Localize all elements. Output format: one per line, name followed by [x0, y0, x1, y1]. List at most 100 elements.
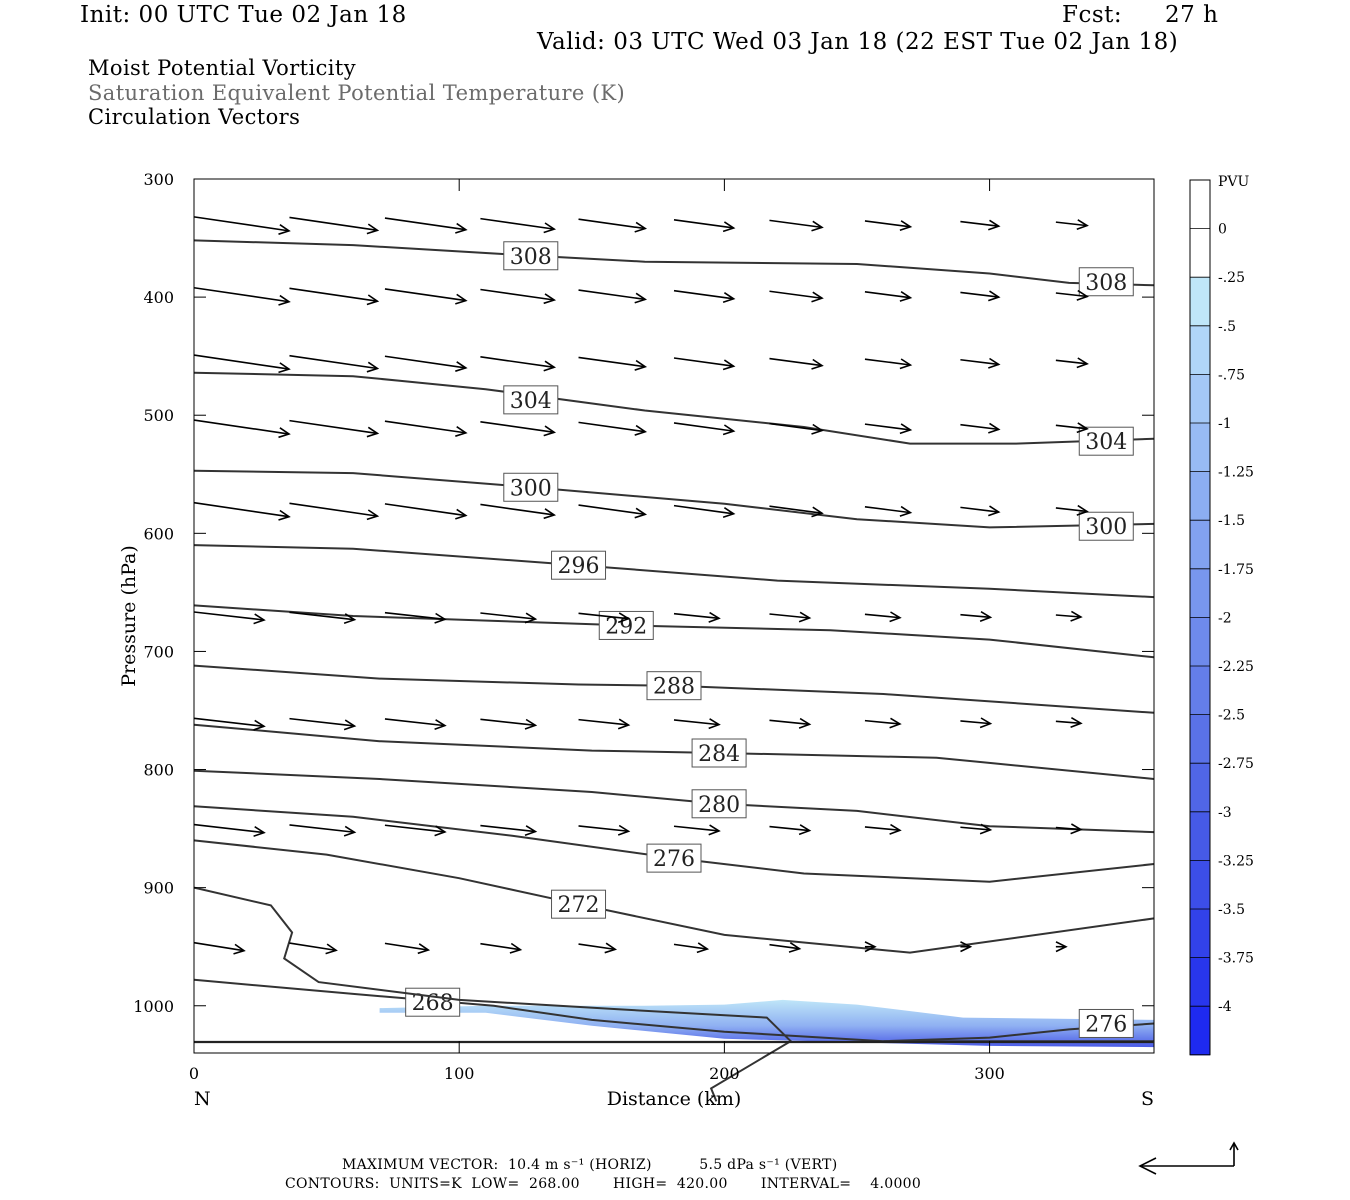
contour-label-box: [1078, 426, 1134, 456]
circulation-vector: [480, 288, 555, 301]
colorbar-swatch: [1190, 568, 1210, 618]
x-tick-label: 0: [189, 1064, 199, 1083]
contour-line-304: [193, 371, 1155, 445]
circulation-vector: [1055, 424, 1088, 430]
circulation-vector: [578, 504, 646, 516]
circulation-vector: [864, 505, 911, 514]
circulation-vector-head: [343, 719, 357, 731]
circulation-vector-head: [798, 824, 812, 836]
circulation-vector: [193, 823, 265, 834]
colorbar-swatch: [1190, 1006, 1210, 1056]
colorbar-label: -4: [1218, 999, 1232, 1015]
circulation-vector-head: [811, 220, 824, 232]
colorbar-label: 0: [1218, 222, 1227, 238]
circulation-vector: [673, 825, 720, 832]
circulation-vector: [960, 613, 991, 619]
circulation-vector-head: [366, 426, 380, 438]
circulation-vector: [384, 824, 446, 833]
circulation-vector-head: [1076, 422, 1089, 434]
circulation-vector-head: [455, 361, 468, 372]
circulation-vector: [960, 358, 999, 366]
circulation-vector-head: [325, 943, 338, 955]
circulation-vector-head: [811, 423, 824, 435]
colorbar-label: -2: [1218, 610, 1232, 626]
x-tick-label: 100: [444, 1064, 475, 1083]
circulation-vector: [289, 824, 355, 834]
contour-label-box: [1078, 511, 1134, 541]
colorbar-label: -2.5: [1218, 708, 1245, 724]
circulation-vector-head: [899, 358, 913, 370]
circulation-vector: [480, 718, 536, 727]
circulation-vector-head: [366, 509, 380, 521]
circulation-vector: [864, 719, 901, 725]
circulation-vector-head: [617, 612, 631, 624]
colorbar-swatch: [1190, 520, 1210, 570]
contour-label-box: [646, 671, 702, 701]
circulation-vector: [960, 423, 999, 431]
circulation-vector: [289, 942, 337, 952]
circulation-vector: [480, 824, 536, 833]
circulation-vector: [384, 503, 466, 517]
colorbar-label: -3.5: [1218, 902, 1245, 918]
circulation-vector-head: [696, 942, 710, 954]
colorbar-label: -.75: [1218, 367, 1245, 383]
circulation-vector: [1055, 507, 1088, 513]
contour-label-box: [646, 843, 702, 873]
circulation-vector: [480, 503, 555, 516]
circulation-vector-head: [1055, 941, 1068, 953]
colorbar-swatch: [1190, 228, 1210, 278]
contour-label-box: [405, 987, 461, 1017]
circulation-vector: [960, 220, 999, 228]
circulation-vector-head: [988, 422, 1001, 434]
circulation-vector-head: [278, 509, 291, 521]
circulation-vector-head: [278, 427, 291, 439]
pv-colorbar: PVU 0 -.25 -.5 -.75 -1 -1.25 -1.5 -1.75 -2 -2.25 -2…: [1189, 174, 1254, 1056]
circulation-vector: [769, 613, 810, 619]
circulation-vector: [384, 288, 466, 302]
colorbar-label: -.5: [1218, 319, 1236, 335]
circulation-vector: [193, 501, 290, 518]
colorbar-swatch: [1190, 811, 1210, 861]
contour-label: 276: [1085, 1012, 1127, 1037]
circulation-vector-head: [634, 221, 648, 233]
circulation-vector: [193, 419, 290, 435]
circulation-vector-head: [278, 224, 291, 235]
circulation-vector: [673, 422, 734, 432]
circulation-vector: [769, 719, 810, 726]
circulation-vector: [289, 419, 378, 435]
colorbar-label: -1: [1218, 416, 1232, 432]
circulation-vector: [193, 216, 290, 232]
circulation-vector-head: [988, 290, 1001, 302]
circulation-vector-head: [979, 611, 993, 622]
colorbar-swatch: [1190, 714, 1210, 764]
circulation-vector: [384, 611, 446, 621]
circulation-vector: [1055, 720, 1081, 725]
field-circulation: Circulation Vectors: [88, 105, 301, 129]
circulation-vector-head: [1070, 823, 1083, 835]
circulation-vector: [384, 355, 466, 369]
circulation-vector: [960, 506, 999, 513]
contour-line-288: [193, 664, 1155, 714]
circulation-vector: [864, 826, 901, 832]
circulation-vector-head: [524, 612, 538, 624]
circulation-vector: [1055, 221, 1088, 227]
circulation-vector: [384, 217, 466, 231]
pv-negative-region: [379, 999, 1155, 1048]
contour-label-box: [503, 472, 559, 502]
valid-time: Valid: 03 UTC Wed 03 Jan 18 (22 EST Tue …: [537, 29, 1179, 55]
colorbar-swatch: [1190, 617, 1210, 667]
circulation-vector: [289, 354, 378, 370]
field-theta-es: Saturation Equivalent Potential Temperat…: [88, 81, 626, 105]
colorbar-swatch: [1190, 325, 1210, 375]
contour-line-308: [193, 239, 1155, 287]
circulation-vector-head: [722, 424, 736, 436]
circulation-vector: [864, 291, 911, 299]
circulation-vector: [384, 942, 429, 951]
circulation-vector-head: [253, 719, 266, 731]
circulation-vector-head: [722, 221, 736, 233]
circulation-vector-head: [634, 359, 648, 371]
circulation-vector-head: [417, 943, 431, 955]
contour-line-extra: [193, 886, 793, 1102]
reference-vector: [1138, 1141, 1239, 1175]
circulation-vector-head: [253, 826, 266, 837]
